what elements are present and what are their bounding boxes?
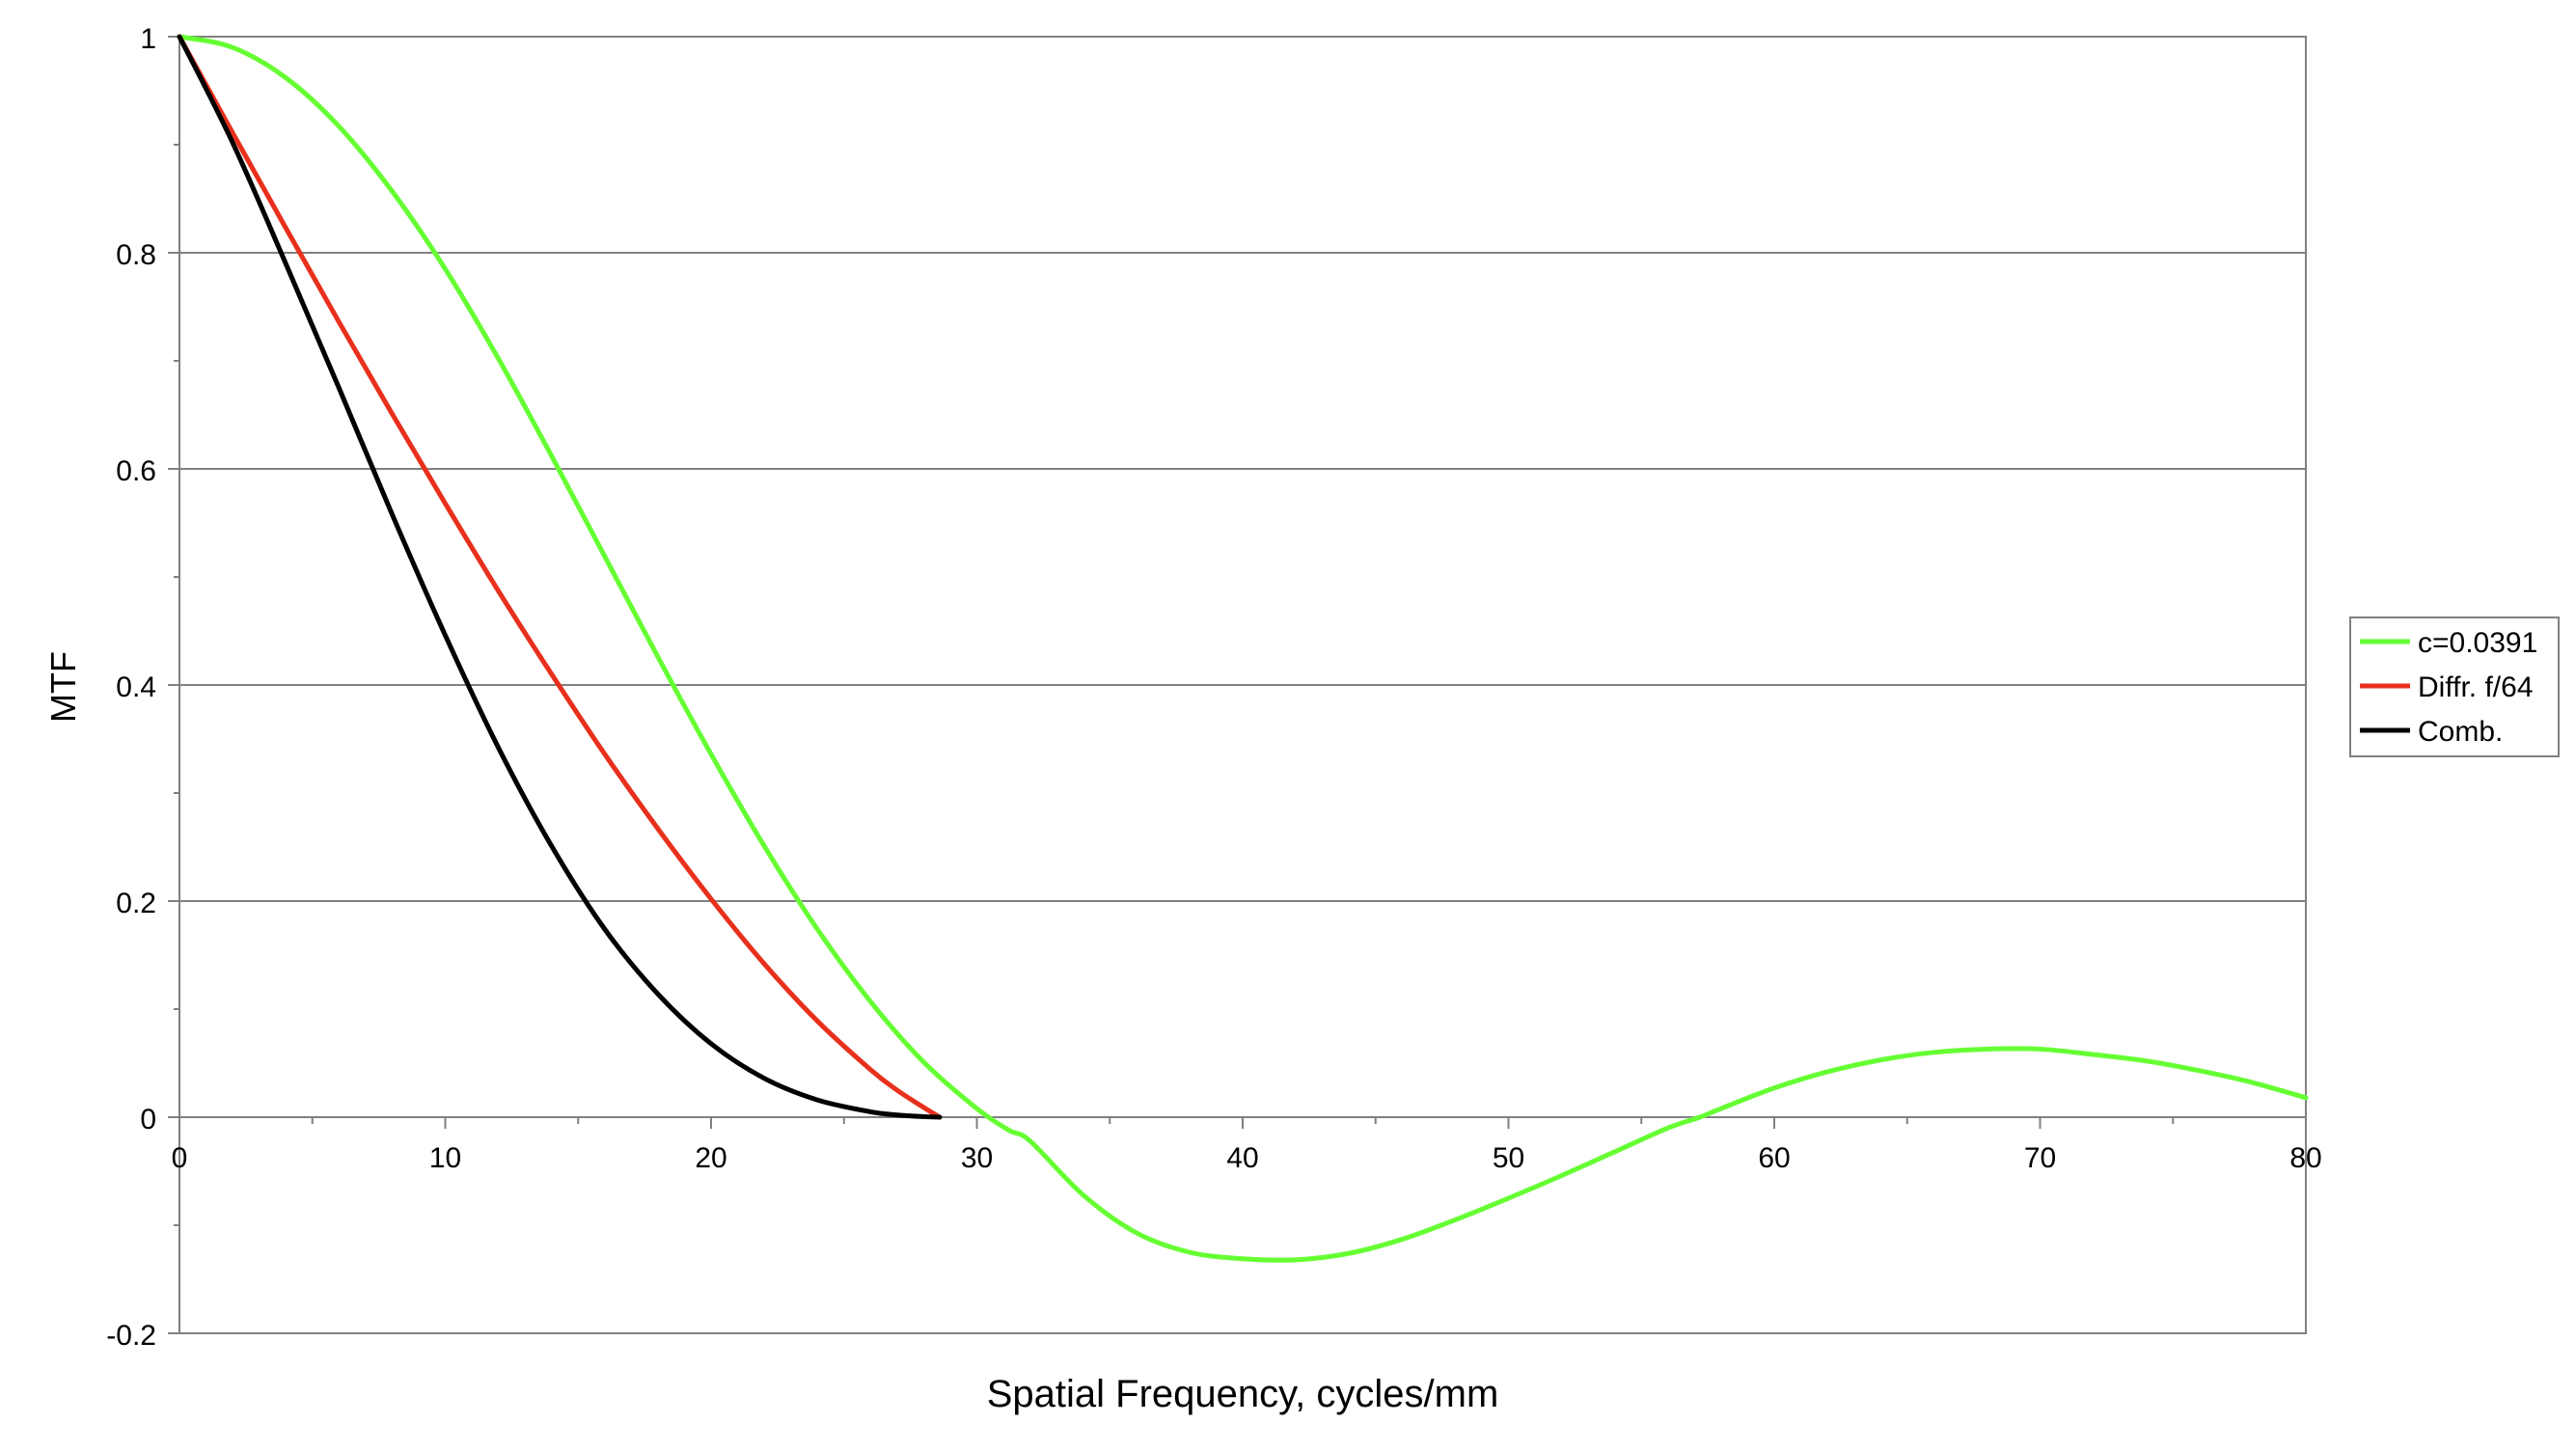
axes bbox=[168, 36, 2307, 1334]
series-lines bbox=[177, 34, 2309, 1263]
y-tick-labels: -0.2 0 0.2 0.4 0.6 0.8 1 bbox=[106, 23, 156, 1352]
y-tick-label: -0.2 bbox=[106, 1320, 156, 1352]
x-tick-label: 20 bbox=[695, 1142, 726, 1174]
x-tick-label: 80 bbox=[2289, 1142, 2321, 1174]
legend: c=0.0391 Diffr. f/64 Comb. bbox=[2349, 616, 2560, 757]
x-tick-label: 10 bbox=[429, 1142, 461, 1174]
legend-label: Comb. bbox=[2418, 716, 2503, 748]
x-tick-label: 30 bbox=[961, 1142, 993, 1174]
x-tick-label: 60 bbox=[1758, 1142, 1790, 1174]
legend-label: c=0.0391 bbox=[2418, 627, 2537, 659]
y-tick-label: 0.2 bbox=[116, 888, 156, 919]
series-line-1 bbox=[177, 34, 2309, 1263]
x-axis-label: Spatial Frequency, cycles/mm bbox=[987, 1373, 1499, 1415]
y-tick-label: 1 bbox=[140, 23, 156, 55]
y-tick-label: 0.6 bbox=[116, 455, 156, 487]
x-tick-label: 70 bbox=[2024, 1142, 2056, 1174]
x-tick-labels: 0 10 20 30 40 50 60 70 80 bbox=[172, 1142, 2322, 1174]
x-tick-label: 50 bbox=[1493, 1142, 1524, 1174]
x-tick-label: 0 bbox=[172, 1142, 188, 1174]
series-line-2 bbox=[177, 34, 943, 1120]
y-axis-label: MTF bbox=[43, 651, 83, 723]
y-tick-label: 0.4 bbox=[116, 671, 156, 703]
legend-label: Diffr. f/64 bbox=[2418, 671, 2534, 703]
y-tick-label: 0.8 bbox=[116, 239, 156, 271]
x-tick-label: 40 bbox=[1226, 1142, 1258, 1174]
series-line-3 bbox=[177, 34, 943, 1120]
y-tick-label: 0 bbox=[140, 1104, 156, 1136]
